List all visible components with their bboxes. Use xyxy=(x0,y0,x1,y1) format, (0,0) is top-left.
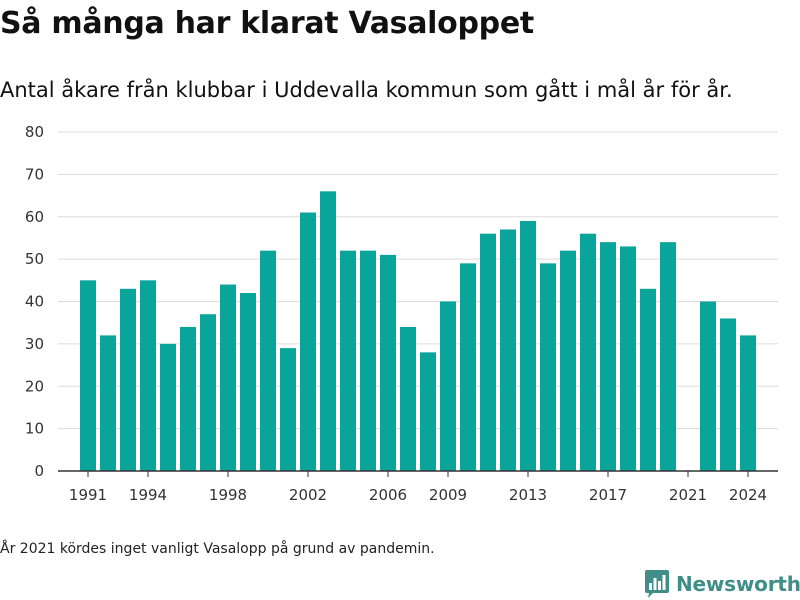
bar-2015 xyxy=(560,250,576,471)
bar-2013 xyxy=(520,220,536,471)
y-tick-label: 60 xyxy=(25,208,44,226)
bar-2002 xyxy=(300,212,316,471)
bar-2003 xyxy=(320,191,336,471)
axes: 0 10 20 30 40 50 60 70 80 1991 1994 1998 2002 2006 200… xyxy=(25,123,778,504)
x-tick-label: 1998 xyxy=(209,486,247,504)
bar-2017 xyxy=(600,242,616,471)
bar-1991 xyxy=(80,280,96,471)
bar-1998 xyxy=(220,284,236,471)
y-tick-label: 40 xyxy=(25,293,44,311)
bar-2000 xyxy=(260,250,276,471)
bar-1997 xyxy=(200,314,216,471)
x-tick-label: 2021 xyxy=(669,486,707,504)
bar-1994 xyxy=(140,280,156,471)
bar-2010 xyxy=(460,263,476,471)
chart-title: Så många har klarat Vasaloppet xyxy=(0,6,534,41)
bar-2022 xyxy=(700,301,716,471)
chart-subtitle: Antal åkare från klubbar i Uddevalla kom… xyxy=(0,78,733,102)
x-tick-label: 2017 xyxy=(589,486,627,504)
y-tick-label: 0 xyxy=(34,462,44,480)
x-tick-label: 2009 xyxy=(429,486,467,504)
x-tick-label: 1994 xyxy=(129,486,167,504)
bar-2016 xyxy=(580,233,596,471)
bar-2011 xyxy=(480,233,496,471)
bar-2012 xyxy=(500,229,516,471)
bar-1999 xyxy=(240,293,256,471)
bar-1992 xyxy=(100,335,116,471)
bar-chart: 0 10 20 30 40 50 60 70 80 1991 1994 1998 2002 2006 200… xyxy=(25,123,778,504)
y-tick-label: 80 xyxy=(25,123,44,141)
bar-1995 xyxy=(160,343,176,471)
bar-2014 xyxy=(540,263,556,471)
footnote: År 2021 kördes inget vanligt Vasalopp på… xyxy=(0,541,435,557)
bar-2005 xyxy=(360,250,376,471)
bar-2020 xyxy=(660,242,676,471)
bar-2009 xyxy=(440,301,456,471)
x-tick-label: 2013 xyxy=(509,486,547,504)
bar-2007 xyxy=(400,326,416,471)
y-tick-label: 70 xyxy=(25,165,44,183)
bar-2004 xyxy=(340,250,356,471)
bar-2006 xyxy=(380,254,396,471)
x-tick-label: 2006 xyxy=(369,486,407,504)
bars xyxy=(80,191,756,471)
y-tick-label: 20 xyxy=(25,377,44,395)
y-tick-label: 50 xyxy=(25,250,44,268)
bar-2019 xyxy=(640,288,656,471)
bar-2008 xyxy=(420,352,436,471)
x-tick-label: 2002 xyxy=(289,486,327,504)
bar-chart-logo-icon xyxy=(645,570,669,598)
bar-1993 xyxy=(120,288,136,471)
brand-name: Newsworthy xyxy=(676,572,800,596)
bar-1996 xyxy=(180,326,196,471)
y-tick-label: 30 xyxy=(25,335,44,353)
bar-2001 xyxy=(280,348,296,471)
brand-logo[interactable]: Newsworthy xyxy=(644,568,800,600)
bar-2018 xyxy=(620,246,636,471)
x-tick-label: 1991 xyxy=(69,486,107,504)
gridlines xyxy=(58,131,778,430)
x-tick-label: 2024 xyxy=(729,486,767,504)
bar-2023 xyxy=(720,318,736,471)
y-tick-label: 10 xyxy=(25,420,44,438)
bar-2024 xyxy=(740,335,756,471)
